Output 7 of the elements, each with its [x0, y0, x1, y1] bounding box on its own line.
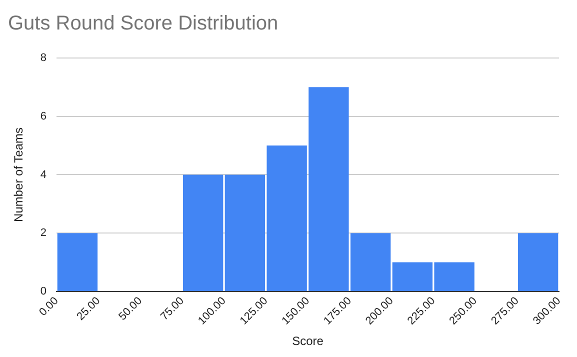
y-tick-label: 2: [40, 227, 47, 240]
y-tick-label: 8: [40, 52, 47, 64]
y-tick-label: 4: [40, 168, 47, 181]
y-tick-label: 6: [40, 110, 47, 122]
chart-title: Guts Round Score Distribution: [8, 12, 278, 35]
y-axis-title: Number of Teams: [12, 127, 26, 222]
x-axis-title: Score: [292, 334, 324, 348]
